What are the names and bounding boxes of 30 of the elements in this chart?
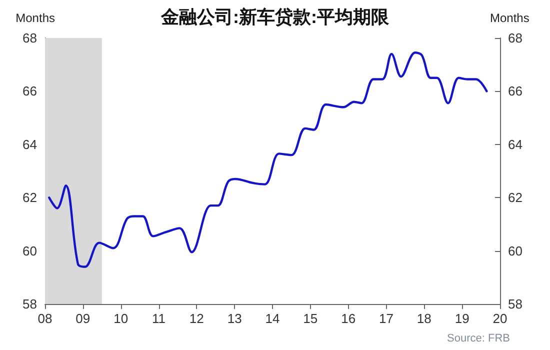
x-tick-label: 19 [454,311,470,326]
y2-tick-label: 62 [508,190,522,206]
y-tick-label: 64 [22,136,37,152]
y-tick-label: 66 [22,84,37,99]
x-tick-label: 18 [416,311,432,326]
x-tick-label: 11 [152,311,166,326]
y-tick-label: 58 [22,296,37,312]
y-tick-label: 68 [22,30,37,46]
x-tick-label: 13 [227,311,242,326]
x-tick-label: 16 [341,311,356,326]
x-tick-label: 14 [265,311,280,326]
y2-tick-label: 60 [508,243,522,258]
line-series [48,52,488,268]
chart-title: 金融公司:新车贷款:平均期限 [160,7,390,27]
y-tick-label: 60 [22,243,37,258]
x-tick-label: 15 [303,311,318,326]
source-note: Source: FRB [447,332,510,344]
y2-tick-label: 58 [508,296,522,312]
x-tick-label: 17 [379,311,394,326]
y2-tick-label: 66 [508,84,522,99]
y2-tick-label: 64 [508,136,522,152]
x-tick-label: 12 [189,311,204,326]
x-tick-label: 08 [38,311,52,326]
y2-axis-title: Months [490,11,530,25]
y-axis-title: Months [16,11,55,25]
x-tick-label: 10 [114,311,128,326]
x-tick-label: 20 [492,311,508,326]
y-tick-label: 62 [22,190,37,206]
y2-tick-label: 68 [508,30,522,46]
x-tick-label: 09 [76,311,90,326]
